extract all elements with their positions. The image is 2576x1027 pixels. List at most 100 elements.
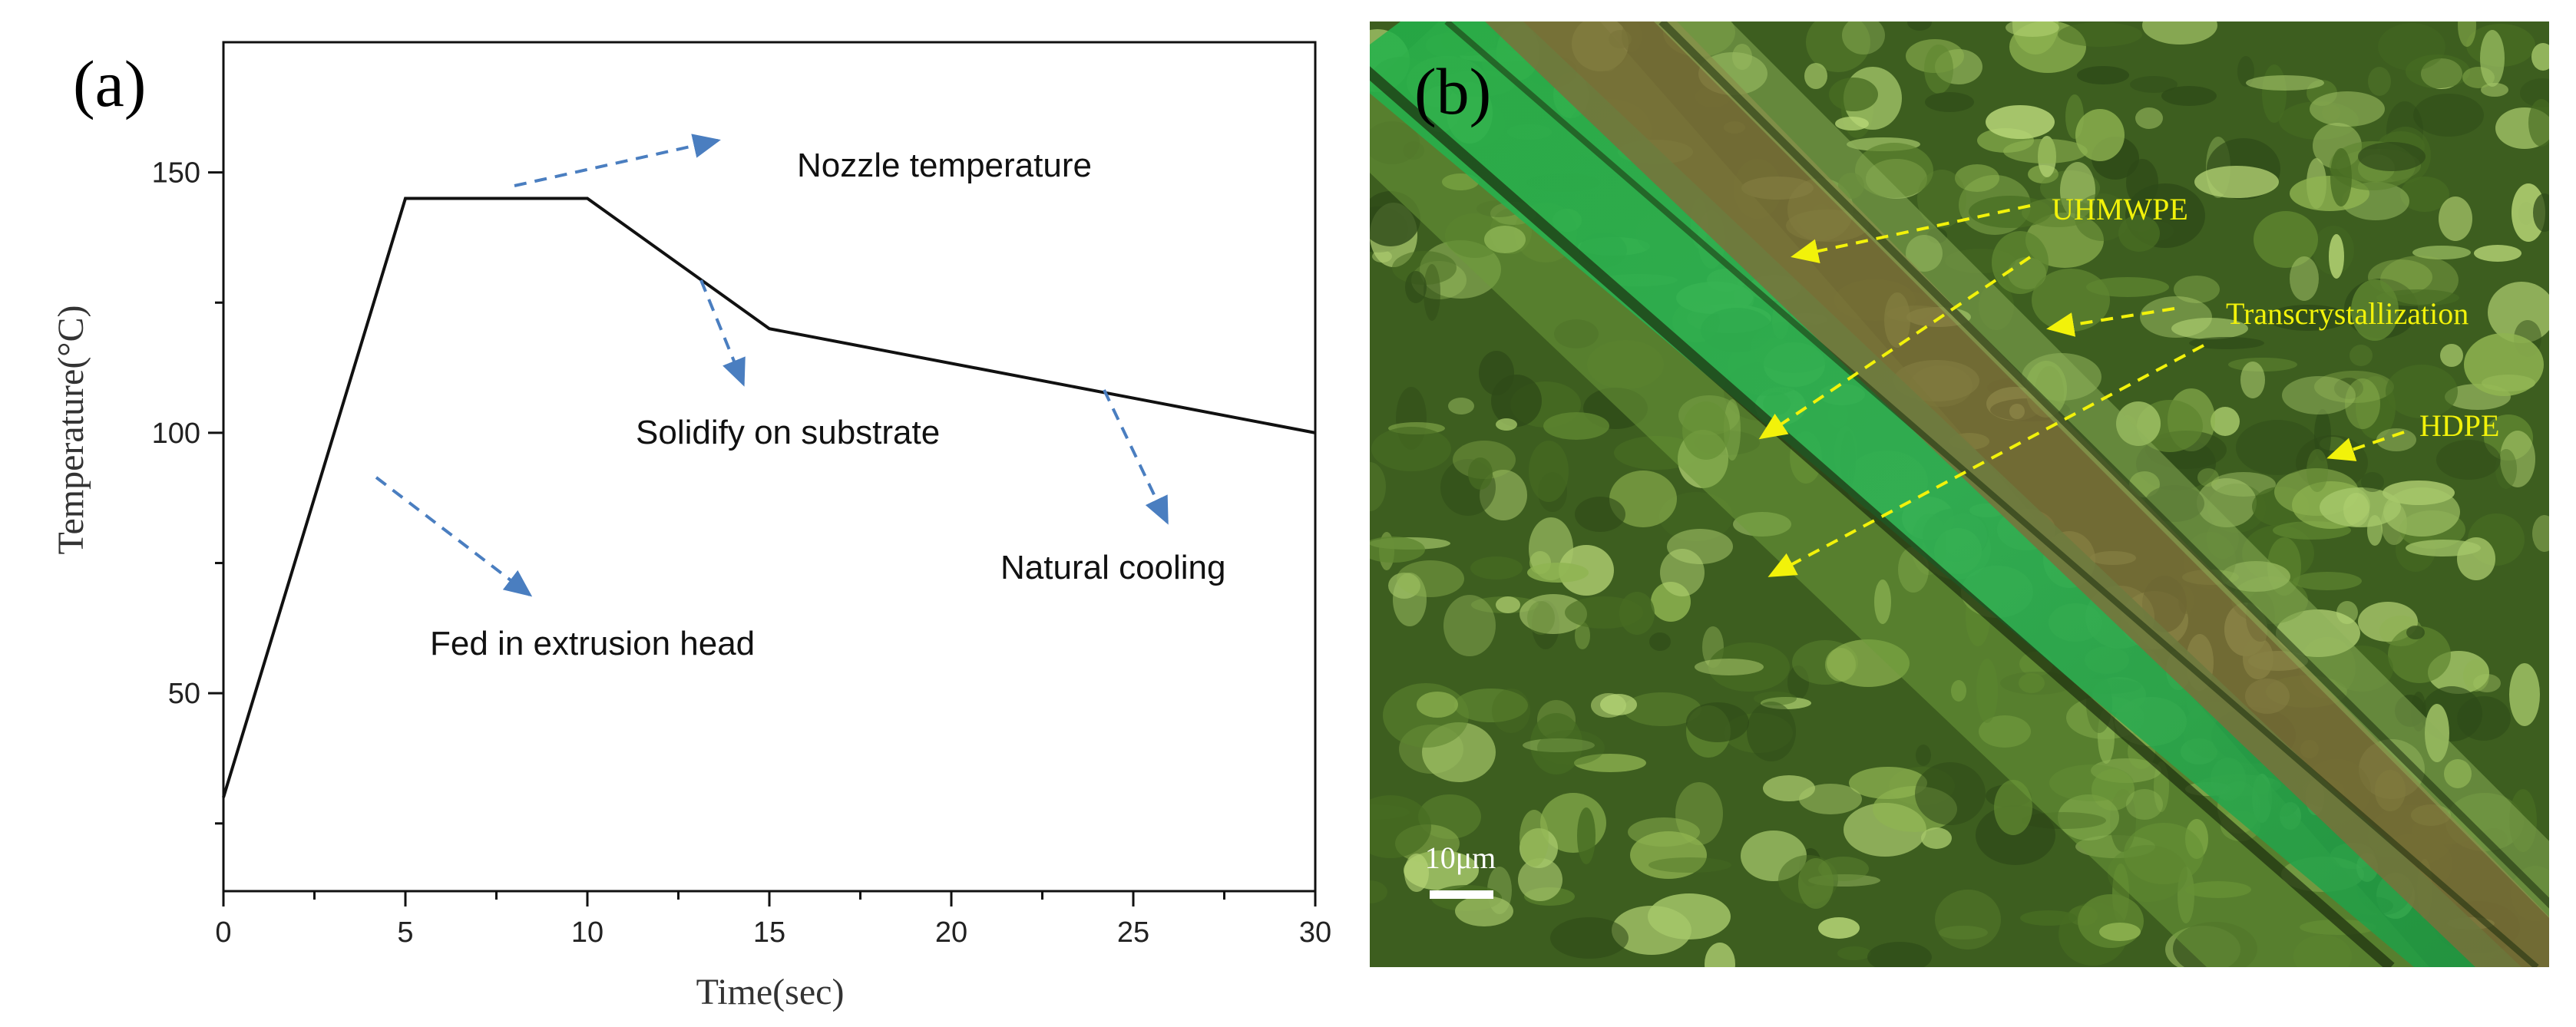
temperature-line [222, 196, 1316, 798]
texture-blob [2531, 43, 2549, 71]
texture-blob [2142, 21, 2217, 45]
transcrystalline-brown-band [1485, 21, 2549, 967]
texture-blob [1747, 702, 1796, 761]
texture-blob [2293, 572, 2362, 590]
texture-blob [2211, 472, 2276, 497]
texture-blob [1537, 730, 1605, 765]
y-tick-label: 100 [152, 418, 200, 450]
texture-blob [2378, 23, 2445, 71]
dark-boundary-2 [1444, 21, 2539, 967]
texture-blob [1371, 427, 1451, 471]
texture-blob [1550, 917, 1629, 959]
texture-blob [1787, 665, 1809, 699]
texture-blob [2022, 198, 2094, 227]
texture-blob [1518, 858, 1562, 901]
y-tick-label: 50 [168, 678, 200, 710]
texture-blob [2406, 540, 2481, 556]
texture-blob [2361, 472, 2384, 492]
texture-blob [1370, 462, 1386, 511]
panel-a-label: (a) [73, 47, 146, 121]
texture-blob [1370, 880, 1387, 903]
texture-blob [1921, 827, 1952, 849]
texture-blob [1527, 563, 1589, 583]
texture-blob [1523, 738, 1595, 752]
texture-blob [1575, 497, 1625, 532]
scale-bar [1430, 890, 1493, 899]
x-axis-ticks: 0 5 10 15 20 25 30 [215, 891, 1331, 949]
texture-blob [2358, 142, 2426, 171]
texture-blob [2383, 487, 2460, 537]
texture-blob [2368, 67, 2391, 96]
interface-light-zone-right [1654, 21, 2549, 918]
transcrystallization-arrow-1 [2046, 307, 2175, 337]
texture-blob [2282, 376, 2356, 414]
texture-blob [2488, 282, 2549, 343]
texture-blob [1867, 942, 1932, 967]
texture-blob [1404, 854, 1429, 892]
micrograph-panel: (b) UHMWPE Transcrystallization HDPE 10μ… [1370, 21, 2549, 967]
texture-blob [1388, 573, 1420, 599]
texture-blob [2436, 440, 2501, 480]
texture-blob [2439, 196, 2472, 241]
texture-blob [2343, 493, 2369, 527]
texture-blob [1799, 784, 1862, 814]
annotation-nozzle: Nozzle temperature [797, 147, 1092, 184]
hdpe-arrow [2326, 431, 2405, 461]
texture-blob [1454, 689, 1528, 722]
x-tick-label: 0 [215, 916, 231, 949]
texture-blob [2197, 468, 2219, 487]
texture-blob [1397, 560, 1464, 597]
plot-area-frame [222, 41, 1317, 893]
texture-blob [1443, 595, 1496, 656]
texture-blob [1496, 596, 1520, 613]
texture-blob [2171, 318, 2248, 339]
texture-blob [1660, 549, 1705, 596]
texture-blob [2075, 109, 2125, 161]
texture-blob [1708, 642, 1790, 692]
texture-blob [2349, 345, 2373, 366]
texture-blob [2077, 66, 2129, 84]
texture-blob [1630, 831, 1707, 879]
texture-blob [1994, 780, 2032, 835]
texture-blob [2345, 378, 2380, 429]
texture-blob [2099, 923, 2141, 941]
label-transcrystallization: Transcrystallization [2226, 296, 2469, 331]
natural-cooling-arrow [1103, 389, 1169, 525]
texture-blob [1468, 457, 1493, 490]
annotation-solidify: Solidify on substrate [636, 414, 940, 451]
texture-blob [1575, 622, 1590, 649]
texture-blob [2474, 245, 2521, 262]
texture-blob [2290, 256, 2319, 301]
x-tick-label: 10 [571, 916, 603, 949]
texture-blob [1818, 917, 1860, 939]
texture-blob [2400, 177, 2449, 212]
texture-blob [2500, 431, 2535, 487]
temperature-chart: (a) 0 5 10 15 20 25 30 50 100 150 Time(sec) Temp… [51, 41, 1331, 1012]
plot-frame [222, 41, 1317, 893]
texture-blob [1915, 762, 1986, 825]
texture-blob [2351, 279, 2399, 341]
texture-blob [1695, 659, 1764, 675]
texture-blob [1455, 896, 1513, 926]
texture-blob [2240, 362, 2265, 398]
dark-boundary-1 [1370, 66, 2395, 967]
texture-blob [1675, 782, 1723, 845]
solidify-arrow [699, 279, 746, 387]
uhmwpe-arrow-2 [1758, 256, 2032, 440]
x-tick-label: 30 [1299, 916, 1331, 949]
texture-blob [1798, 858, 1834, 909]
texture-blob [1842, 21, 1885, 54]
texture-blob [2388, 626, 2451, 683]
texture-blob [1417, 692, 1458, 718]
texture-blob [2237, 56, 2254, 87]
texture-blob [1648, 893, 1731, 939]
texture-blob [2058, 22, 2142, 47]
texture-blob [1530, 713, 1582, 774]
texture-blob [2495, 449, 2517, 489]
texture-blob [2130, 76, 2178, 93]
texture-blob [2463, 659, 2489, 692]
texture-blob [1565, 596, 1643, 629]
texture-blob [2406, 626, 2425, 639]
annotation-fed: Fed in extrusion head [430, 625, 755, 662]
texture-blob [2003, 139, 2088, 163]
